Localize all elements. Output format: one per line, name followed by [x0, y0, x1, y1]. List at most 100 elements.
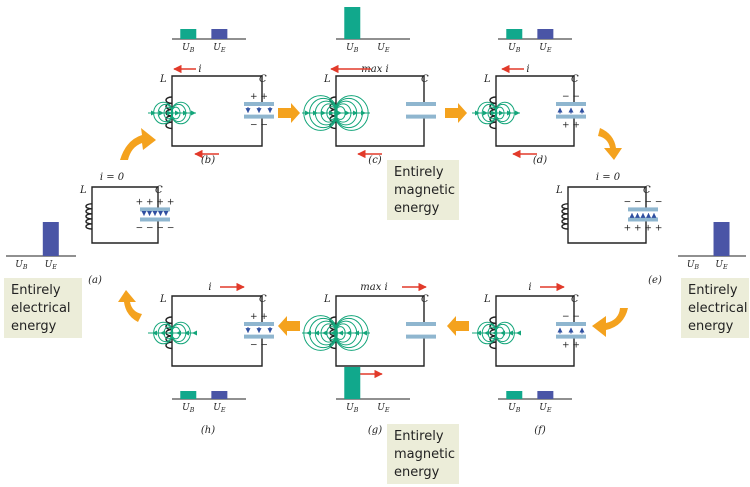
cycle-arrow	[445, 103, 467, 123]
field-arrowhead	[492, 330, 497, 336]
field-arrowhead	[168, 330, 173, 336]
inductor-coil	[85, 203, 93, 230]
capacitor-plate-bottom	[628, 217, 658, 222]
capacitor-plate-bottom	[556, 114, 586, 119]
energy-bars-f: UB UE	[498, 391, 572, 414]
ue-axis-label: UE	[213, 43, 226, 54]
note-line: magnetic	[394, 447, 455, 462]
note-line: energy	[394, 201, 440, 216]
plate-charge-bottom: + +	[562, 121, 580, 131]
field-arrowhead	[306, 330, 311, 336]
circuit-wire	[495, 295, 575, 367]
capacitor	[406, 102, 436, 119]
field-arrowhead	[500, 330, 505, 336]
field-arrowhead	[484, 330, 489, 336]
circuit-f: L C − − + + i (f)	[472, 282, 586, 436]
state-label-e: (e)	[648, 275, 662, 286]
ue-axis-label: UE	[715, 260, 728, 271]
field-arrowhead	[191, 110, 196, 116]
capacitor-plate-top	[140, 207, 170, 212]
current-label: i	[528, 282, 531, 293]
note-top-entirely-magnetic: Entirely magnetic energy	[387, 160, 459, 220]
capacitor-plate-bottom	[244, 114, 274, 119]
plate-charge-bottom: + +	[562, 341, 580, 351]
capacitor: + + − −	[244, 312, 274, 351]
energy-bars-g: UB UE	[336, 367, 410, 414]
note-line: energy	[394, 465, 440, 480]
state-label-d: (d)	[533, 155, 547, 166]
electric-energy-bar	[42, 222, 59, 256]
capacitor-plate-top	[406, 322, 436, 326]
ub-axis-label: UB	[346, 403, 359, 414]
electric-energy-bar	[537, 29, 554, 39]
circuit-wire	[335, 295, 425, 367]
field-arrowhead	[184, 330, 189, 336]
inductor-label: L	[79, 185, 87, 196]
capacitor-label: C	[421, 294, 429, 305]
capacitor-label: C	[421, 74, 429, 85]
ub-axis-label: UB	[508, 403, 521, 414]
capacitor-plate-bottom	[406, 334, 436, 339]
ub-axis-label: UB	[15, 260, 28, 271]
magnetic-field-lines	[148, 101, 196, 125]
ue-axis-label: UE	[45, 260, 58, 271]
note-left-entirely-electrical: Entirely electrical energy	[4, 278, 82, 338]
electric-energy-bar	[713, 222, 730, 256]
capacitor-label: C	[259, 74, 267, 85]
capacitor-plate-top	[244, 102, 274, 106]
field-arrowhead	[151, 110, 156, 116]
electric-energy-bar	[211, 29, 228, 39]
field-arrowhead	[176, 330, 181, 336]
field-arrowhead	[337, 110, 342, 116]
electric-energy-bar	[211, 391, 228, 399]
state-label-c: (c)	[368, 155, 382, 166]
capacitor-plate-top	[556, 322, 586, 326]
field-arrowhead	[346, 330, 351, 336]
state-label-f: (f)	[534, 425, 546, 436]
magnetic-energy-bar	[344, 7, 361, 39]
capacitor: − − − − + + + +	[624, 197, 663, 233]
magnetic-field-lines	[302, 315, 370, 351]
field-arrowhead	[305, 110, 310, 116]
inductor-label: L	[323, 294, 331, 305]
current-label: i = 0	[100, 172, 125, 183]
energy-bars-e: UB UE	[678, 222, 746, 271]
field-arrowhead	[362, 330, 367, 336]
magnetic-energy-bar	[180, 391, 197, 399]
ue-axis-label: UE	[539, 403, 552, 414]
field-arrowhead	[314, 330, 319, 336]
capacitor: − − + +	[556, 92, 586, 131]
note-line: Entirely	[11, 283, 61, 298]
cycle-arrow-curve-d-e	[598, 128, 622, 160]
circuit-wire	[335, 75, 425, 147]
field-arrowhead	[159, 110, 164, 116]
inductor-label: L	[323, 74, 331, 85]
capacitor-plate-bottom	[556, 334, 586, 339]
current-label: i = 0	[596, 172, 621, 183]
note-line: electrical	[688, 301, 748, 316]
note-line: energy	[11, 319, 57, 334]
field-arrowhead	[175, 110, 180, 116]
ub-axis-label: UB	[182, 43, 195, 54]
current-label: max i	[361, 64, 388, 75]
field-arrowhead	[499, 110, 504, 116]
circuit-a: L C+ + + + − − − − i = 0 (a)	[79, 172, 174, 286]
capacitor: + + + + − − − −	[136, 197, 175, 233]
inductor-label: L	[483, 74, 491, 85]
plate-charge-top: − − − −	[624, 197, 663, 207]
magnetic-energy-bar	[344, 367, 361, 399]
field-arrowhead	[330, 330, 335, 336]
inductor-label: L	[555, 185, 563, 196]
note-right-entirely-electrical: Entirely electrical energy	[681, 278, 749, 338]
cycle-arrow-curve-a-b	[120, 128, 156, 160]
field-arrowhead	[183, 110, 188, 116]
note-line: magnetic	[394, 183, 455, 198]
plate-charge-top: + +	[250, 92, 268, 102]
capacitor-plate-top	[244, 322, 274, 326]
capacitor: + + − −	[244, 92, 274, 131]
field-arrowhead	[491, 110, 496, 116]
energy-bars-d: UB UE	[498, 29, 572, 54]
plate-charge-bottom: + + + +	[624, 223, 663, 233]
